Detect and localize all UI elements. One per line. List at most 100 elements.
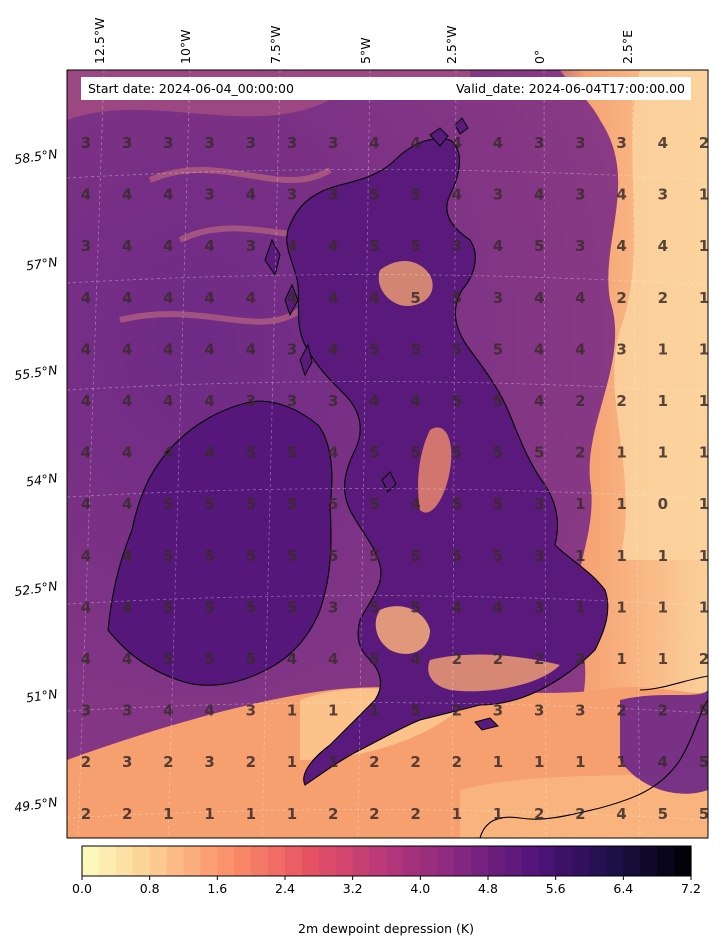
grid-value: 4 bbox=[204, 392, 214, 410]
grid-value: 4 bbox=[616, 805, 626, 823]
grid-value: 3 bbox=[204, 186, 214, 204]
grid-value: 5 bbox=[410, 444, 420, 462]
grid-value: 4 bbox=[369, 134, 379, 152]
longitude-label: 10°W bbox=[178, 29, 193, 64]
grid-value: 4 bbox=[204, 289, 214, 307]
grid-value: 5 bbox=[163, 547, 173, 565]
grid-value: 4 bbox=[81, 340, 91, 358]
grid-values: 3 3 3 3 3 3 3 4 4 4 4 3 3 3 4 2 4 4 4 3 4 3 3 5 5 4 3 4 3 4 3 1 3 4 4 4 3 4 4 5… bbox=[81, 134, 709, 823]
latitude-label: 52.5°N bbox=[13, 578, 59, 599]
colorbar-segment bbox=[454, 846, 472, 876]
colorbar-segment bbox=[98, 846, 117, 876]
grid-value: 3 bbox=[81, 237, 91, 255]
grid-value: 1 bbox=[658, 598, 668, 616]
grid-value: 3 bbox=[287, 340, 297, 358]
grid-value: 2 bbox=[163, 753, 173, 771]
scottish-highlands-dry bbox=[378, 260, 433, 306]
colorbar-tick-label: 1.6 bbox=[207, 881, 227, 896]
colorbar bbox=[82, 846, 692, 876]
grid-value: 4 bbox=[534, 186, 544, 204]
grid-value: 2 bbox=[122, 805, 132, 823]
grid-value: 3 bbox=[575, 186, 585, 204]
grid-value: 1 bbox=[658, 340, 668, 358]
longitude-label: 0° bbox=[532, 50, 547, 64]
grid-value: 3 bbox=[122, 702, 132, 720]
colorbar-tick-label: 4.8 bbox=[478, 881, 498, 896]
grid-value: 3 bbox=[287, 186, 297, 204]
grid-value: 1 bbox=[204, 805, 214, 823]
grid-value: 4 bbox=[369, 289, 379, 307]
grid-value: 5 bbox=[246, 598, 256, 616]
map-frame bbox=[66, 69, 709, 839]
grid-value: 1 bbox=[699, 598, 709, 616]
grid-value: 5 bbox=[699, 702, 709, 720]
grid-value: 5 bbox=[369, 186, 379, 204]
grid-value: 2 bbox=[575, 805, 585, 823]
grid-value: 5 bbox=[493, 392, 503, 410]
grid-value: 2 bbox=[699, 134, 709, 152]
colorbar-segment bbox=[82, 846, 100, 876]
colorbar-segment bbox=[268, 846, 286, 876]
longitude-labels: 12.5°W 10°W 7.5°W 5°W 2.5°W 0° 2.5°E bbox=[92, 18, 635, 64]
map-area: 3 3 3 3 3 3 3 4 4 4 4 3 3 3 4 2 4 4 4 3 4 3 3 5 5 4 3 4 3 4 3 1 3 4 4 4 3 4 4 5… bbox=[67, 70, 709, 838]
grid-value: 5 bbox=[452, 392, 462, 410]
grid-value: 2 bbox=[575, 650, 585, 668]
grid-value: 1 bbox=[699, 495, 709, 513]
grid-value: 0 bbox=[658, 495, 668, 513]
grid-value: 3 bbox=[534, 134, 544, 152]
grid-value: 4 bbox=[534, 289, 544, 307]
grid-value: 4 bbox=[163, 392, 173, 410]
grid-value: 2 bbox=[575, 392, 585, 410]
grid-value: 1 bbox=[287, 702, 297, 720]
grid-value: 1 bbox=[699, 444, 709, 462]
isle-of-man bbox=[381, 471, 397, 493]
grid-value: 3 bbox=[163, 134, 173, 152]
grid-value: 1 bbox=[699, 237, 709, 255]
grid-value: 4 bbox=[122, 237, 132, 255]
grid-value: 4 bbox=[163, 340, 173, 358]
grid-value: 3 bbox=[575, 134, 585, 152]
grid-value: 5 bbox=[493, 340, 503, 358]
colorbar-tick-label: 7.2 bbox=[681, 881, 701, 896]
grid-value: 4 bbox=[452, 186, 462, 204]
grid-value: 3 bbox=[534, 547, 544, 565]
grid-value: 5 bbox=[163, 650, 173, 668]
colorbar-segment bbox=[149, 846, 168, 876]
north-sea-band bbox=[614, 70, 708, 560]
colorbar-segment bbox=[555, 846, 574, 876]
grid-value: 4 bbox=[616, 237, 626, 255]
grid-value: 5 bbox=[246, 650, 256, 668]
grid-value: 1 bbox=[369, 702, 379, 720]
grid-value: 4 bbox=[493, 598, 503, 616]
grid-value: 3 bbox=[122, 753, 132, 771]
grid-value: 2 bbox=[452, 650, 462, 668]
colorbar-tick-label: 2.4 bbox=[275, 881, 295, 896]
grid-value: 5 bbox=[287, 444, 297, 462]
grid-value: 1 bbox=[658, 444, 668, 462]
grid-value: 5 bbox=[204, 495, 214, 513]
grid-value: 4 bbox=[81, 392, 91, 410]
colorbar-segment bbox=[488, 846, 506, 876]
grid-value: 1 bbox=[328, 702, 338, 720]
colorbar-segment bbox=[132, 846, 151, 876]
grid-value: 4 bbox=[287, 237, 297, 255]
grid-value: 1 bbox=[493, 753, 503, 771]
grid-value: 5 bbox=[452, 289, 462, 307]
latitude-label: 54°N bbox=[25, 470, 59, 489]
grid-value: 2 bbox=[616, 392, 626, 410]
colorbar-segment bbox=[369, 846, 388, 876]
ireland-landmass bbox=[107, 400, 333, 686]
grid-value: 4 bbox=[81, 650, 91, 668]
southern-england-dry bbox=[428, 654, 560, 692]
grid-value: 4 bbox=[204, 340, 214, 358]
grid-value: 5 bbox=[452, 495, 462, 513]
longitude-label: 2.5°E bbox=[620, 30, 635, 64]
grid-value: 4 bbox=[81, 186, 91, 204]
grid-value: 3 bbox=[328, 186, 338, 204]
grid-value: 3 bbox=[81, 134, 91, 152]
colorbar-segment bbox=[166, 846, 185, 876]
longitude-label: 5°W bbox=[358, 37, 373, 64]
grid-value: 3 bbox=[534, 598, 544, 616]
colorbar-segment bbox=[589, 846, 608, 876]
